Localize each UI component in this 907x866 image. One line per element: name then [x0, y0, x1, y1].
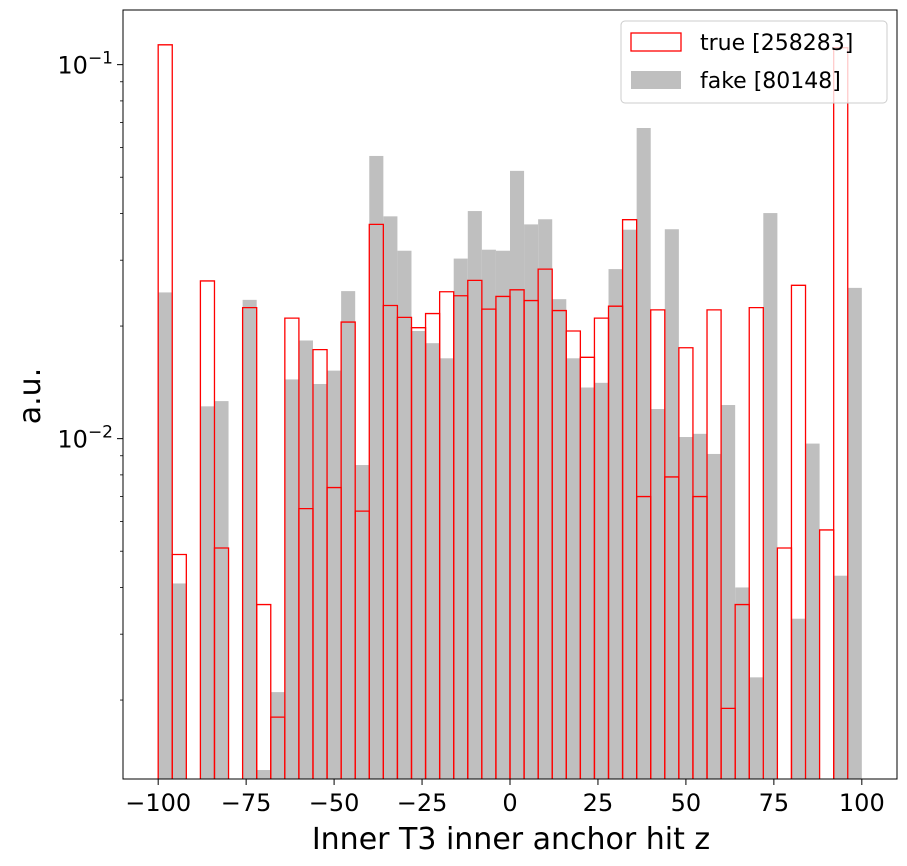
y-tick-label: 10−2 [57, 423, 113, 454]
fake-bar [411, 331, 426, 779]
x-tick-label: −25 [397, 789, 448, 817]
true-step [199, 280, 216, 779]
y-tick-label: 10−1 [57, 49, 113, 80]
true-step [706, 309, 722, 779]
fake-bar [397, 250, 412, 779]
fake-bar [298, 340, 313, 779]
x-tick-label: 100 [839, 789, 885, 817]
fake-bar [552, 299, 567, 779]
fake-bar [594, 382, 609, 779]
true-series [157, 44, 849, 779]
x-tick-label: 25 [583, 789, 614, 817]
fake-bar [341, 291, 356, 779]
fake-bar [256, 770, 271, 779]
x-axis-label: Inner T3 inner anchor hit z [312, 822, 710, 857]
legend: true [258283] fake [80148] [620, 20, 888, 104]
fake-bar [650, 409, 665, 779]
true-step [748, 306, 764, 779]
fake-bar [425, 343, 440, 779]
fake-bar [270, 692, 285, 779]
fake-bar [481, 249, 496, 779]
true-step [241, 306, 258, 779]
true-step [171, 553, 187, 779]
legend-true-label: true [258283] [700, 31, 853, 56]
x-tick-label: −100 [125, 789, 191, 817]
fake-bar [805, 443, 820, 779]
legend-true-swatch [630, 32, 682, 52]
fake-bar [566, 358, 581, 779]
fake-bar [355, 465, 370, 779]
fake-bar [172, 583, 187, 779]
fake-bar [763, 213, 778, 779]
legend-fake-label: fake [80148] [700, 69, 841, 94]
true-step [157, 44, 173, 779]
fake-bar [327, 370, 342, 779]
fake-bar [664, 229, 679, 779]
fake-bar [580, 387, 595, 779]
true-step [790, 284, 807, 779]
axis-ticks: −100 −75 −50 −25 0 25 50 75 100 10−2 10−1 [57, 49, 884, 817]
legend-fake-swatch [631, 71, 681, 89]
fake-bar [847, 287, 862, 779]
fake-bar [707, 453, 722, 779]
fake-bar [312, 383, 328, 779]
x-tick-label: 50 [671, 789, 702, 817]
legend-box [620, 20, 888, 104]
fake-bar [284, 379, 299, 779]
fake-bar [242, 299, 257, 779]
y-axis-label: a.u. [13, 368, 48, 424]
fake-bar [721, 405, 736, 779]
fake-bar [439, 358, 454, 779]
fake-bar [524, 224, 539, 780]
fake-bar [453, 258, 468, 779]
fake-bar [692, 433, 708, 779]
fake-bar [791, 618, 806, 779]
fake-bar [678, 437, 693, 779]
x-tick-label: 0 [502, 789, 517, 817]
fake-series [158, 128, 862, 780]
fake-bar [495, 250, 510, 779]
true-step [256, 603, 272, 779]
fake-bar [369, 155, 384, 780]
fake-bar [636, 128, 651, 780]
x-tick-label: −50 [309, 789, 360, 817]
x-tick-label: 75 [759, 789, 790, 817]
fake-bar [608, 269, 623, 779]
fake-bar [510, 170, 525, 780]
true-step [213, 547, 230, 779]
fake-bar [158, 292, 173, 779]
fake-bar [467, 211, 482, 780]
fake-bar [383, 216, 398, 779]
fake-bar [735, 587, 750, 779]
fake-bar [538, 219, 553, 779]
fake-bar [622, 229, 637, 779]
fake-bar [200, 406, 215, 779]
fake-bar [833, 575, 848, 779]
x-tick-label: −75 [221, 789, 272, 817]
fake-bar [749, 677, 764, 779]
axes-frame [122, 9, 898, 780]
fake-bar [214, 401, 229, 779]
